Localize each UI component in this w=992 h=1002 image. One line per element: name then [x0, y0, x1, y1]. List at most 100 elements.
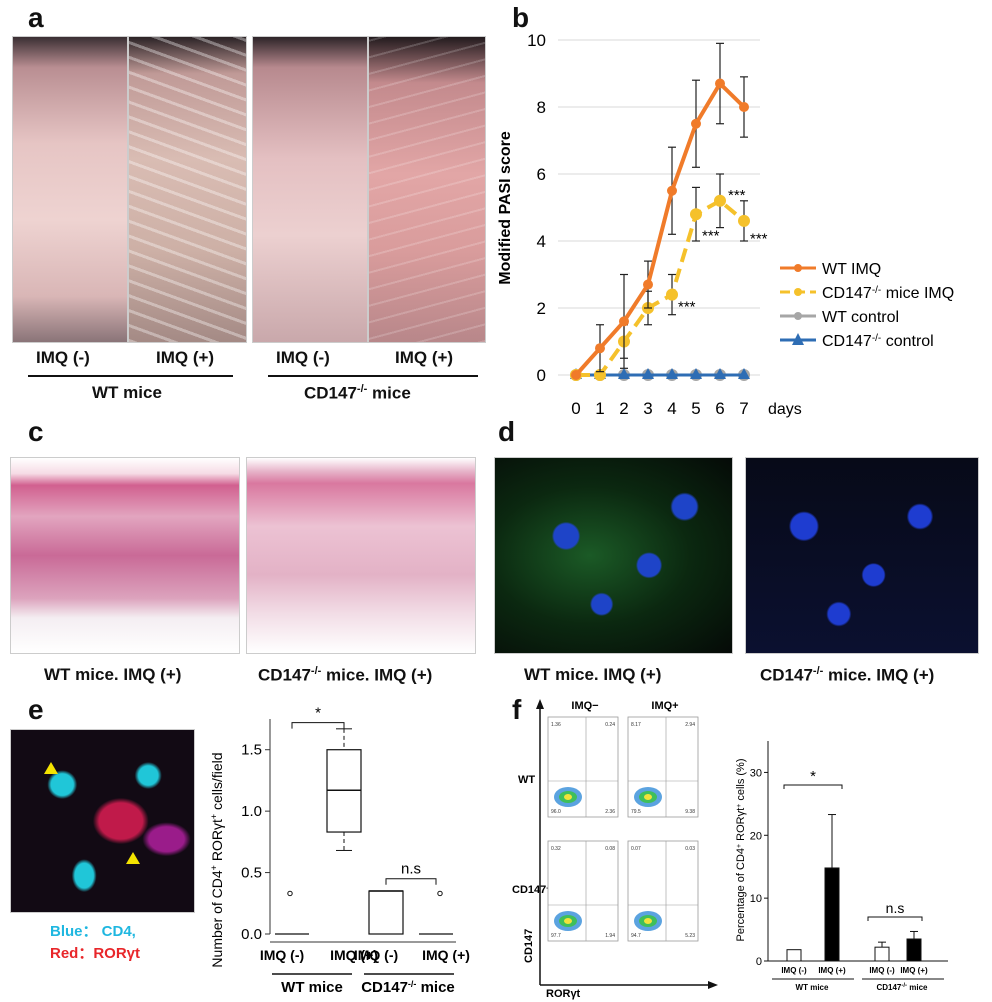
box-xtick-label: IMQ (-): [260, 947, 304, 963]
box-xtick-label: IMQ (+): [422, 947, 470, 963]
flow-quadrant-value: 0.03: [685, 846, 695, 852]
panel-letter-f: f: [512, 694, 522, 725]
pasi-series-line: [574, 80, 746, 377]
box-xtick-label: IMQ (+): [330, 947, 378, 963]
pasi-point: [738, 368, 750, 379]
pasi-legend-label: CD147-/- control: [822, 333, 934, 351]
flow-quadrant-value: 0.24: [605, 722, 615, 728]
pasi-ytick-label: 0: [537, 366, 546, 385]
box-significance: * n.s: [291, 705, 437, 885]
pasi-xtick-label: 3: [643, 399, 652, 418]
skin-photo-wt-imq-pos: [128, 36, 247, 343]
flow-plot-3: 0.07 0.03 94.7 5.23: [627, 840, 699, 942]
group-label-wt: WT mice: [92, 383, 162, 402]
pasi-point: [690, 368, 702, 379]
bar-3: [906, 930, 922, 962]
marker-triangles: [44, 762, 140, 864]
label-imq-neg-wt: IMQ (-): [36, 348, 90, 367]
skin-photo-ko-imq-pos: [368, 36, 486, 343]
flow-plot-frame: [547, 840, 619, 942]
flow-quadrant-value: 96.0: [551, 809, 561, 815]
pasi-point: [666, 368, 678, 379]
pasi-xtick-label: 1: [595, 399, 604, 418]
bar-2: [874, 941, 890, 962]
panel-letter-b: b: [512, 2, 530, 33]
bar-ytick-label: 0: [756, 956, 762, 968]
skin-photo-wt-imq-neg: [12, 36, 128, 343]
group-line-ko: [268, 375, 478, 377]
pasi-legend-label: WT IMQ: [822, 261, 881, 278]
flow-plot-1: 8.17 2.94 79.5 9.38: [627, 716, 699, 818]
pasi-point: [690, 208, 702, 221]
label-imq-pos-ko: IMQ (+): [395, 348, 454, 367]
bar-rect: [906, 938, 922, 962]
box-outlier: [437, 890, 443, 897]
he-stain-ko: [246, 457, 476, 654]
bar-rect: [874, 946, 890, 962]
bar-rect: [824, 867, 840, 962]
pasi-significance: ***: [728, 187, 746, 204]
pasi-ytick-label: 6: [537, 165, 546, 184]
flow-quadrant-value: 79.5: [631, 809, 641, 815]
bar-ytick-label: 20: [750, 830, 762, 842]
flow-col-imq-neg: IMQ−: [571, 700, 598, 712]
pasi-ytick-label: 8: [537, 98, 546, 117]
if-stain-ko: [745, 457, 979, 654]
box-0: [275, 890, 309, 935]
flow-row-ko: CD147-/-: [512, 884, 554, 896]
caption-d-wt: WT mice. IMQ (+): [524, 665, 662, 684]
flow-quadrant-value: 97.7: [551, 933, 561, 939]
skin-photo-ko-imq-neg: [252, 36, 368, 343]
bar-sig-bracket: [783, 784, 843, 789]
pasi-significance: ***: [678, 298, 696, 315]
bar-0: [786, 949, 802, 962]
pasi-point: [642, 368, 654, 379]
caption-c-wt: WT mice. IMQ (+): [44, 665, 182, 684]
pasi-point: [667, 185, 677, 196]
box-elements: [275, 728, 453, 935]
panel-letter-e: e: [28, 694, 44, 725]
pasi-xtick-label: 7: [739, 399, 748, 418]
label-imq-neg-ko: IMQ (-): [276, 348, 330, 367]
legend-red-rorgt: Red：RORγt: [50, 945, 141, 962]
pasi-ytick-label: 2: [537, 299, 546, 318]
panel-letter-c: c: [28, 416, 44, 447]
flow-col-imq-pos: IMQ+: [651, 700, 678, 712]
pasi-point: [691, 118, 701, 129]
flow-quadrant-value: 94.7: [631, 933, 641, 939]
bar-significance: * n.s: [783, 768, 923, 921]
box-sig-label: n.s: [401, 861, 421, 878]
flow-quadrant-value: 1.94: [605, 933, 615, 939]
pasi-ylabel: Modified PASI score: [497, 131, 514, 285]
panel-letter-d: d: [498, 416, 516, 447]
bar-sig-label: *: [810, 768, 816, 785]
if-stain-wt: [494, 457, 733, 654]
pasi-xunit: days: [768, 401, 802, 418]
flow-xaxis-label: RORγt: [546, 988, 581, 1000]
bar-ytick-label: 10: [750, 893, 762, 905]
legend-blue-cd4: Blue： CD4,: [50, 923, 136, 940]
pasi-series-0: [571, 42, 749, 380]
box-outlier: [287, 890, 293, 897]
pasi-point: [618, 368, 630, 379]
flow-quadrant-value: 0.07: [631, 846, 641, 852]
flow-quadrant-value: 8.17: [631, 722, 641, 728]
bar-ytick-label: 30: [750, 767, 762, 779]
caption-d-ko: CD147-/- mice. IMQ (+): [760, 665, 935, 685]
flow-quadrant-value: 2.36: [605, 809, 615, 815]
bar-chart: Percentage of CD4+ RORγt+ cells (%) 0 10 2…: [735, 741, 948, 992]
pasi-xtick-label: 0: [571, 399, 580, 418]
marker-triangle: [126, 852, 140, 864]
pasi-point: [738, 214, 750, 227]
pasi-yticks: 0 2 4 6 8 10: [527, 31, 546, 385]
pasi-point: [714, 368, 726, 379]
box-group-ko: CD147-/- mice: [361, 979, 455, 996]
bar-group-wt: WT mice: [796, 983, 829, 992]
flow-quadrant-value: 0.08: [605, 846, 615, 852]
box-ytick-label: 0.5: [241, 865, 262, 882]
flow-plot-2: 0.32 0.08 97.7 1.94: [547, 840, 619, 942]
bar-sig-label: n.s: [886, 900, 905, 916]
panel-letter-a: a: [28, 2, 44, 33]
